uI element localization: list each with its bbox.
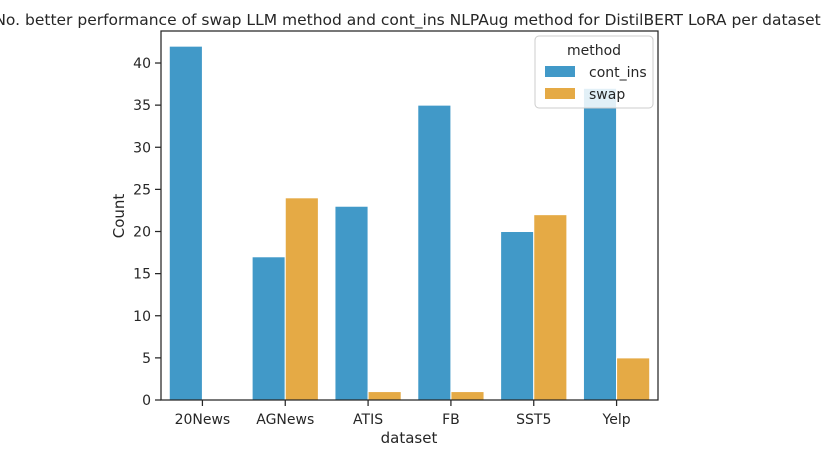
ticks-layer: 0 5 10 15 20 25 30 35 40 20News AGNews ATIS FB SST5 Ye…	[133, 56, 631, 428]
bar-cont_ins-AGNews	[251, 256, 286, 401]
x-tick-label: 20News	[175, 412, 231, 428]
y-tick-label: 30	[133, 140, 151, 156]
bar-swap-SST5	[533, 214, 568, 401]
legend-label-swap: swap	[589, 87, 625, 103]
bar-swap-ATIS	[367, 391, 402, 401]
y-tick-label: 35	[133, 98, 151, 114]
y-tick-label: 40	[133, 56, 151, 72]
bar-cont_ins-20News	[168, 45, 203, 401]
bar-swap-FB	[450, 391, 485, 401]
plot-frame	[160, 30, 659, 401]
bar-swap-AGNews	[284, 197, 319, 401]
legend-label-cont_ins: cont_ins	[589, 65, 647, 81]
legend-title: method	[567, 43, 621, 59]
bar-cont_ins-Yelp	[582, 87, 618, 401]
y-tick-label: 20	[133, 225, 151, 241]
legend-swatch-cont_ins	[545, 66, 575, 77]
x-tick-label: ATIS	[353, 412, 383, 428]
x-tick-label: Yelp	[602, 412, 631, 428]
bar-swap-Yelp	[616, 357, 651, 401]
bars-layer	[168, 45, 651, 401]
y-tick-label: 25	[133, 182, 151, 198]
y-tick-label: 15	[133, 267, 151, 283]
x-tick-label: FB	[442, 412, 460, 428]
y-tick-label: 0	[142, 393, 151, 409]
x-tick-label: SST5	[516, 412, 551, 428]
bar-cont_ins-SST5	[500, 231, 535, 401]
chart-title: No. better performance of swap LLM metho…	[0, 11, 821, 30]
y-tick-label: 10	[133, 309, 151, 325]
x-tick-label: AGNews	[256, 412, 314, 428]
legend-swatch-swap	[545, 88, 575, 99]
bar-cont_ins-ATIS	[334, 205, 369, 401]
y-tick-label: 5	[142, 351, 151, 367]
x-axis-label: dataset	[381, 429, 438, 447]
bar-cont_ins-FB	[417, 104, 452, 401]
axes-layer	[160, 30, 659, 401]
y-axis-label: Count	[110, 194, 128, 239]
